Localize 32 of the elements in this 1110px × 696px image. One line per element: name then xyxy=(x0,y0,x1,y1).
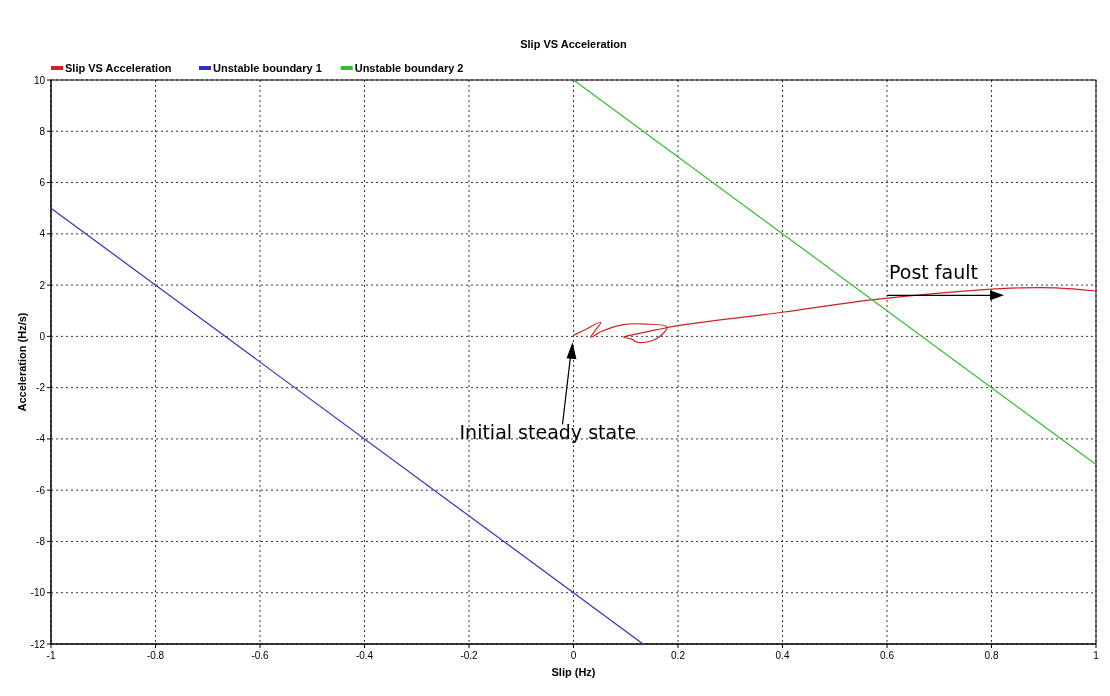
x-tick-label: -1 xyxy=(46,650,56,661)
x-tick-label: 0.2 xyxy=(671,650,686,661)
y-tick-label: 4 xyxy=(39,228,46,240)
y-tick-label: 0 xyxy=(39,330,46,342)
annotation: Post fault xyxy=(889,261,978,284)
y-tick-label: -12 xyxy=(30,638,46,650)
y-tick-label: -10 xyxy=(30,587,46,599)
x-tick-label: 0.4 xyxy=(775,650,790,661)
legend-label: Slip VS Acceleration xyxy=(65,62,172,74)
y-tick-label: -8 xyxy=(36,535,46,547)
x-tick-label: -0.2 xyxy=(460,650,479,661)
y-tick-label: 2 xyxy=(39,279,46,291)
y-tick-label: 6 xyxy=(39,177,46,189)
x-tick-label: 0.6 xyxy=(880,650,895,661)
x-tick-label: -0.8 xyxy=(146,650,165,661)
line-series xyxy=(572,287,1097,344)
x-tick-label: -0.4 xyxy=(355,650,374,661)
x-tick-label: 0 xyxy=(570,650,577,661)
x-tick-label: 1 xyxy=(1093,650,1100,661)
y-tick-label: 8 xyxy=(39,125,46,137)
legend-label: Unstable boundary 1 xyxy=(213,62,322,74)
y-tick-label: -4 xyxy=(36,433,46,445)
x-tick-label: 0.8 xyxy=(984,650,999,661)
y-tick-label: 10 xyxy=(33,74,46,86)
x-tick-label: -0.6 xyxy=(251,650,270,661)
chart-title: Slip VS Acceleration xyxy=(520,38,628,50)
x-axis-title: Slip (Hz) xyxy=(551,666,596,678)
y-axis-title: Acceleration (Hz/s) xyxy=(16,312,28,412)
y-tick-label: -2 xyxy=(36,382,46,394)
y-tick-label: -6 xyxy=(36,484,46,496)
legend-label: Unstable boundary 2 xyxy=(354,62,464,74)
annotation: Initial steady state xyxy=(459,421,637,444)
